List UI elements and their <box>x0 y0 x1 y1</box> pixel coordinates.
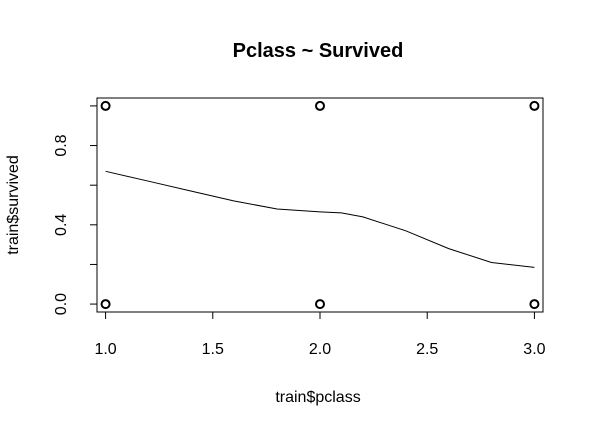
plot-frame <box>96 97 544 313</box>
y-tick-label: 0.8 <box>53 134 70 156</box>
y-tick-label: 0.0 <box>53 293 70 315</box>
data-point <box>100 299 111 310</box>
data-points <box>100 100 540 310</box>
y-axis: 0.0 0.4 0.8 <box>53 105 98 315</box>
data-point <box>529 100 540 111</box>
chart-title: Pclass ~ Survived <box>233 40 404 62</box>
x-axis: 1.0 1.5 2.0 2.5 3.0 <box>94 311 546 358</box>
x-tick-label: 1.5 <box>202 341 224 358</box>
y-axis-label: train$survived <box>5 155 22 255</box>
data-point <box>315 100 325 111</box>
x-axis-label: train$pclass <box>275 389 360 406</box>
data-point <box>315 299 325 310</box>
x-tick-label: 3.0 <box>523 341 545 358</box>
smooth-line <box>105 170 535 268</box>
data-point <box>529 299 540 310</box>
x-tick-label: 2.0 <box>309 341 331 358</box>
x-tick-label: 2.5 <box>416 341 438 358</box>
x-tick-label: 1.0 <box>94 341 116 358</box>
y-tick-label: 0.4 <box>53 214 70 236</box>
data-point <box>100 100 111 111</box>
